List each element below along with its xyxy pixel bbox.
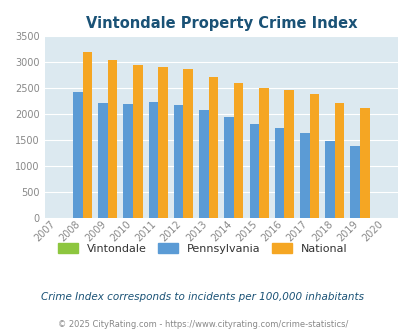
Bar bbox=[98, 103, 107, 218]
Bar bbox=[183, 70, 192, 218]
Bar bbox=[82, 52, 92, 218]
Bar bbox=[258, 88, 268, 218]
Bar bbox=[309, 94, 318, 218]
Bar bbox=[107, 60, 117, 218]
Text: Crime Index corresponds to incidents per 100,000 inhabitants: Crime Index corresponds to incidents per… bbox=[41, 292, 364, 302]
Bar bbox=[148, 102, 158, 218]
Bar bbox=[73, 92, 82, 218]
Bar bbox=[123, 104, 133, 218]
Bar bbox=[350, 146, 359, 218]
Bar bbox=[299, 133, 309, 218]
Bar bbox=[274, 128, 283, 218]
Legend: Vintondale, Pennsylvania, National: Vintondale, Pennsylvania, National bbox=[54, 239, 351, 258]
Bar bbox=[208, 77, 218, 218]
Bar bbox=[198, 111, 208, 218]
Bar bbox=[158, 67, 167, 218]
Bar bbox=[133, 65, 142, 218]
Bar bbox=[233, 83, 243, 218]
Bar bbox=[173, 105, 183, 218]
Bar bbox=[224, 117, 233, 218]
Bar bbox=[359, 108, 369, 218]
Bar bbox=[324, 141, 334, 218]
Bar bbox=[249, 124, 258, 218]
Title: Vintondale Property Crime Index: Vintondale Property Crime Index bbox=[85, 16, 356, 31]
Bar bbox=[284, 90, 293, 218]
Text: © 2025 CityRating.com - https://www.cityrating.com/crime-statistics/: © 2025 CityRating.com - https://www.city… bbox=[58, 320, 347, 329]
Bar bbox=[334, 103, 343, 218]
